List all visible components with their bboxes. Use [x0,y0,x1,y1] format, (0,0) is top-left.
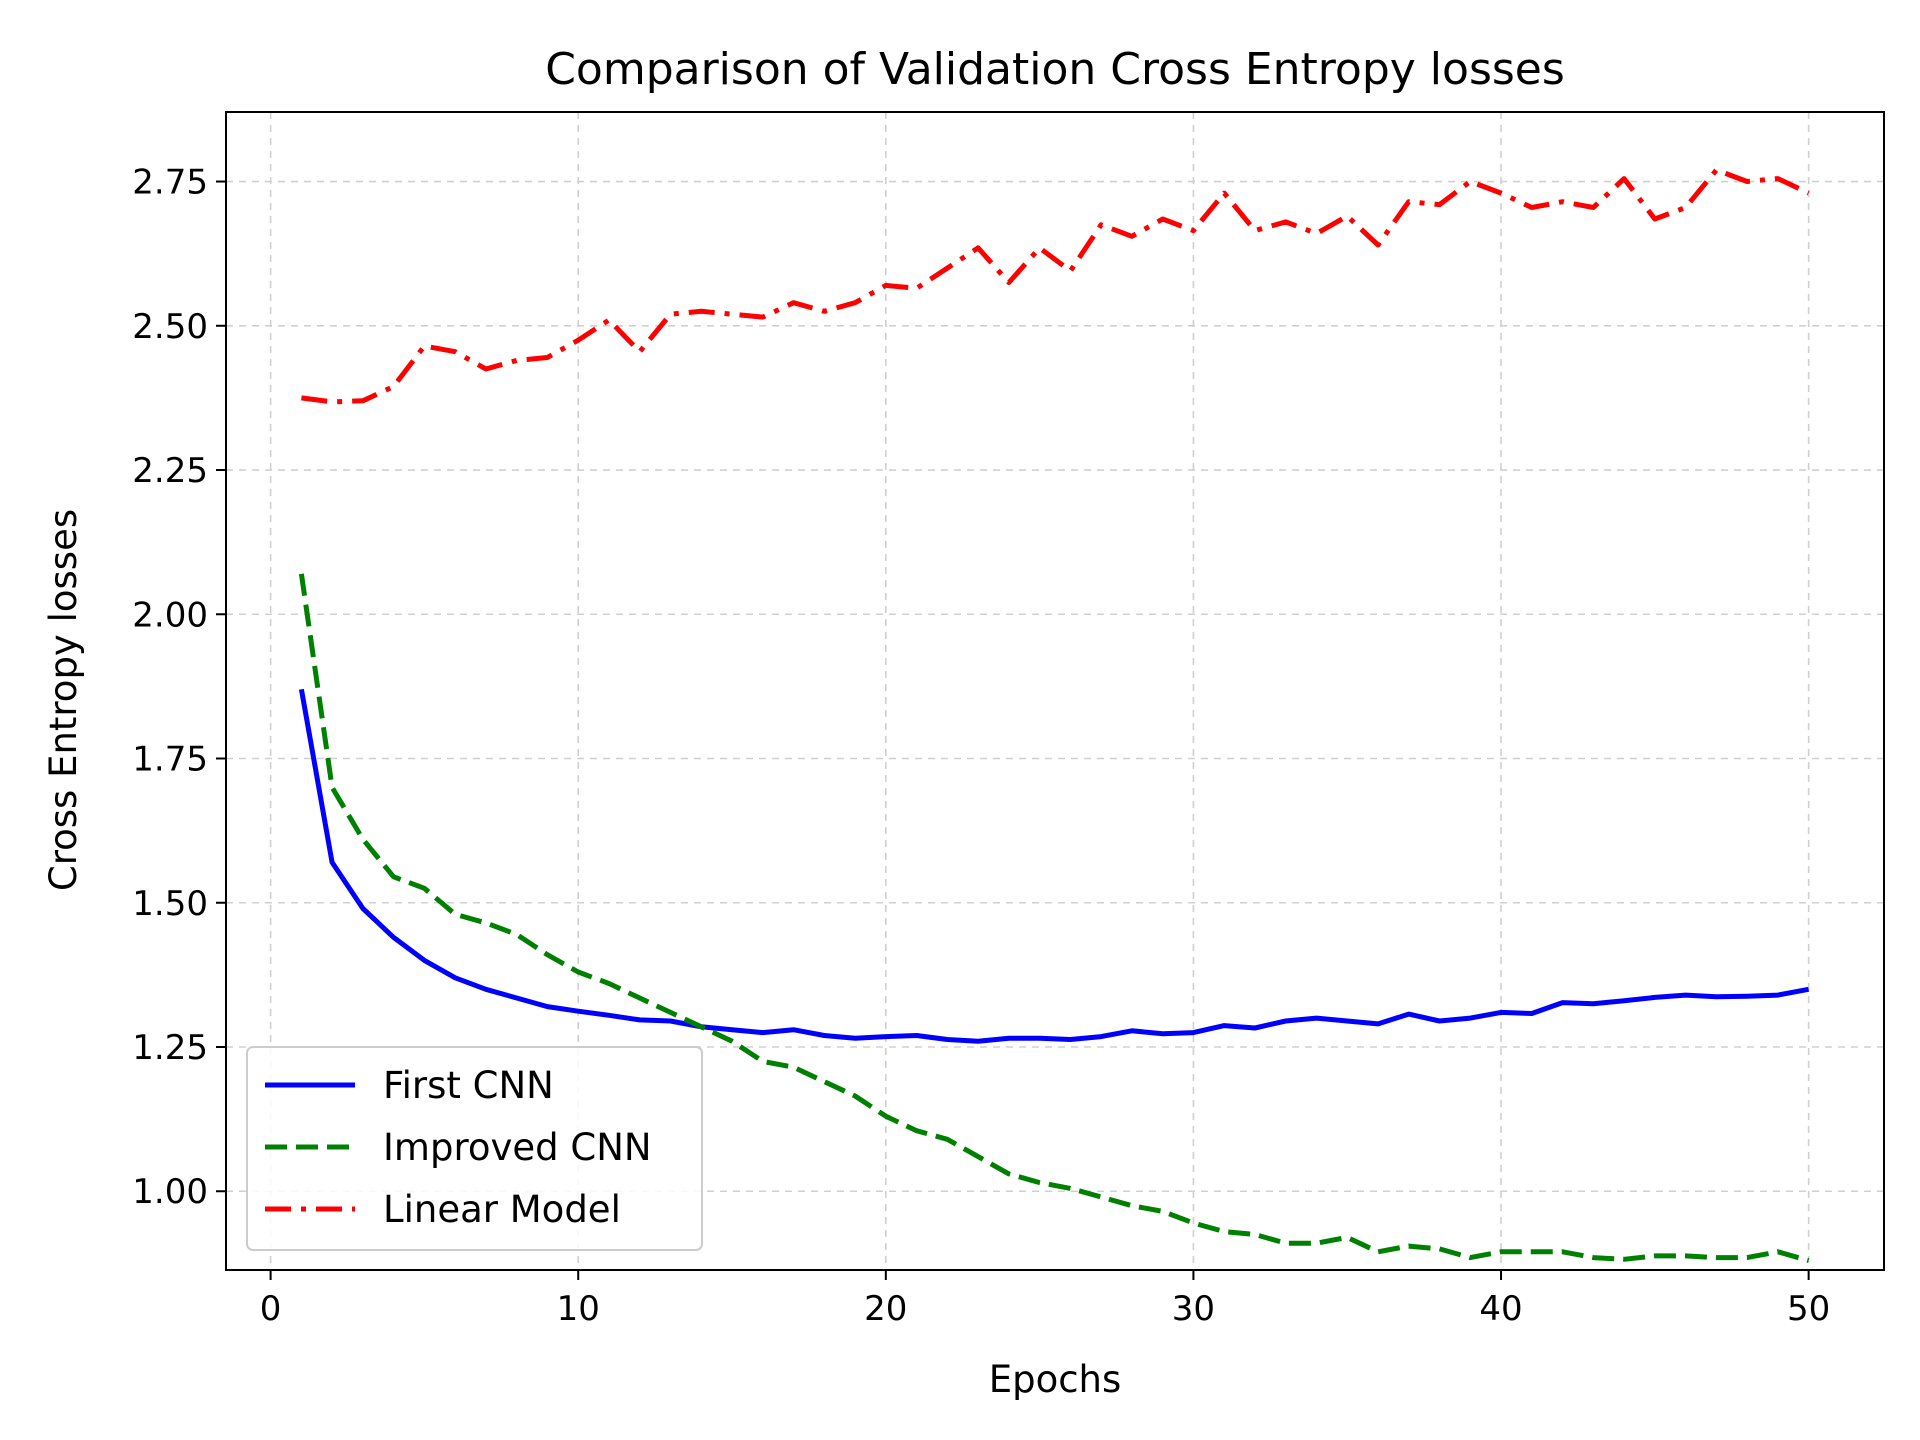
y-tick-label: 1.25 [132,1028,208,1068]
x-axis: 0 10 20 30 40 50 [260,1270,1830,1329]
x-tick-label: 0 [260,1289,282,1329]
plot-series [298,167,1810,1263]
y-tick-label: 2.25 [132,451,208,491]
y-tick-label: 2.00 [132,595,208,635]
legend-label: First CNN [383,1064,554,1107]
series-line-improved-cnn [298,573,1810,1263]
plot-frame [225,111,1885,1271]
legend-label: Linear Model [383,1188,621,1231]
y-tick-label: 1.00 [132,1172,208,1212]
x-tick-label: 50 [1787,1289,1830,1329]
x-tick-label: 30 [1172,1289,1215,1329]
x-tick-label: 20 [864,1289,907,1329]
legend: First CNN Improved CNN Linear Model [246,1046,703,1251]
y-tick-label: 2.75 [132,163,208,203]
y-tick-label: 1.50 [132,884,208,924]
chart-title: Comparison of Validation Cross Entropy l… [545,44,1565,95]
series-line-linear-model [301,167,1810,405]
y-tick-label: 1.75 [132,740,208,780]
series-line-first-cnn [298,688,1810,1044]
x-tick-label: 40 [1479,1289,1522,1329]
x-tick-label: 10 [557,1289,600,1329]
legend-label: Improved CNN [383,1126,652,1169]
legend-box [246,1046,703,1251]
y-tick-label: 2.50 [132,307,208,347]
y-axis-label: Cross Entropy losses [42,509,85,891]
y-axis: 1.00 1.25 1.50 1.75 2.00 2.25 2.50 2.75 [132,163,226,1212]
x-axis-label: Epochs [989,1358,1122,1401]
